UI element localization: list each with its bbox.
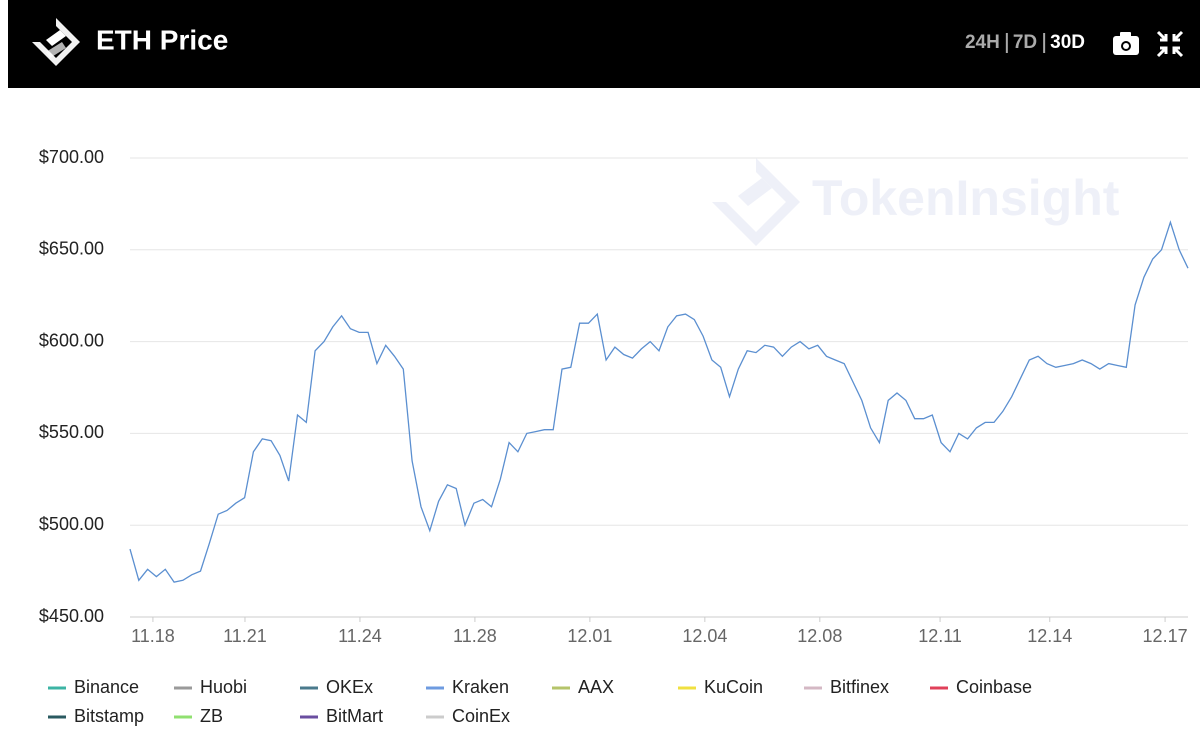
legend-swatch [426,686,444,690]
x-tick-label: 12.08 [797,626,842,646]
legend-swatch [174,715,192,719]
x-tick-label: 11.18 [131,626,175,646]
x-tick-label: 11.28 [453,626,497,646]
legend-item[interactable]: OKEx [300,677,373,697]
legend-item[interactable]: BitMart [300,706,383,726]
range-option[interactable]: 24H [965,32,1000,53]
y-tick-label: $600.00 [39,330,104,350]
x-tick-label: 11.21 [223,626,267,646]
y-tick-label: $550.00 [39,422,104,442]
legend-label: Bitstamp [74,706,144,726]
legend-swatch [48,686,66,690]
legend-swatch [930,686,948,690]
camera-icon[interactable] [1113,32,1139,55]
legend-swatch [174,686,192,690]
legend-label: KuCoin [704,677,763,697]
legend-label: Bitfinex [830,677,889,697]
legend-label: Coinbase [956,677,1032,697]
legend-item[interactable]: AAX [552,677,614,697]
legend-label: OKEx [326,677,373,697]
legend-swatch [48,715,66,719]
legend-label: Huobi [200,677,247,697]
legend-label: BitMart [326,706,383,726]
y-tick-label: $450.00 [39,606,104,626]
title: ETH Price [96,24,228,55]
range-option[interactable]: 30D [1050,32,1085,53]
legend-swatch [300,686,318,690]
range-selector: 30D 7D 24H [965,32,1085,53]
range-option[interactable]: 7D [1013,32,1037,53]
legend-item[interactable]: Binance [48,677,139,697]
range-separator [1005,33,1008,53]
range-separator [1043,33,1046,53]
legend-swatch [300,715,318,719]
legend-item[interactable]: Coinbase [930,677,1032,697]
legend-swatch [552,686,570,690]
collapse-icon[interactable] [1156,30,1184,58]
legend-label: CoinEx [452,706,510,726]
x-tick-label: 12.04 [682,626,727,646]
legend-item[interactable]: CoinEx [426,706,510,726]
x-tick-label: 12.14 [1027,626,1072,646]
legend-label: AAX [578,677,614,697]
x-tick-label: 12.17 [1143,626,1188,646]
legend-item[interactable]: KuCoin [678,677,763,697]
legend-swatch [678,686,696,690]
x-tick-label: 11.24 [338,626,382,646]
x-tick-label: 12.01 [567,626,612,646]
y-tick-label: $650.00 [39,239,104,259]
legend-item[interactable]: Bitfinex [804,677,889,697]
legend-label: Kraken [452,677,509,697]
legend-label: ZB [200,706,223,726]
x-tick-label: 12.11 [918,626,962,646]
header-bar [8,0,1200,88]
legend-item[interactable]: Bitstamp [48,706,144,726]
watermark: TokenInsight [812,170,1120,226]
price-line [129,220,1189,583]
logo [32,18,80,66]
legend-swatch [804,686,822,690]
y-tick-label: $700.00 [39,147,104,167]
legend-item[interactable]: ZB [174,706,223,726]
legend-item[interactable]: Kraken [426,677,509,697]
y-tick-label: $500.00 [39,514,104,534]
legend-item[interactable]: Huobi [174,677,247,697]
legend-swatch [426,715,444,719]
legend-label: Binance [74,677,139,697]
watermark-logo [712,158,800,246]
